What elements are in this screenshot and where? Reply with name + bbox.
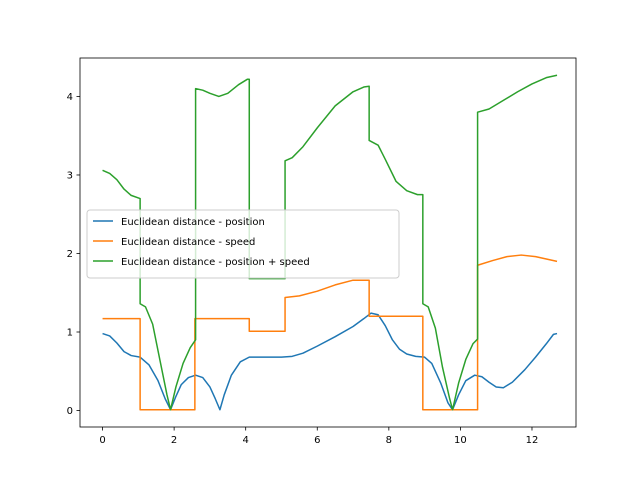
legend: Euclidean distance - position Euclidean d… (86, 209, 400, 279)
y-axis: 0 1 2 3 4 (67, 92, 80, 417)
series-layer (102, 74, 558, 411)
axes-frame (79, 57, 577, 428)
x-tick-label: 0 (99, 435, 105, 446)
legend-label-0: Euclidean distance - position (121, 217, 265, 228)
y-tick-label: 4 (67, 92, 73, 103)
legend-box (86, 209, 400, 279)
series-line-2 (102, 74, 558, 411)
x-tick-label: 4 (243, 435, 249, 446)
y-tick-label: 2 (67, 249, 73, 260)
y-tick-label: 0 (67, 406, 73, 417)
legend-label-1: Euclidean distance - speed (121, 237, 255, 248)
x-tick-label: 2 (171, 435, 177, 446)
x-tick-label: 8 (386, 435, 392, 446)
y-tick-label: 3 (67, 170, 73, 181)
x-tick-label: 6 (314, 435, 320, 446)
legend-label-2: Euclidean distance - position + speed (121, 257, 310, 268)
y-tick-label: 1 (67, 328, 73, 339)
x-tick-label: 12 (526, 435, 539, 446)
x-tick-label: 10 (454, 435, 467, 446)
x-axis: 0 2 4 6 8 10 12 (99, 427, 538, 446)
